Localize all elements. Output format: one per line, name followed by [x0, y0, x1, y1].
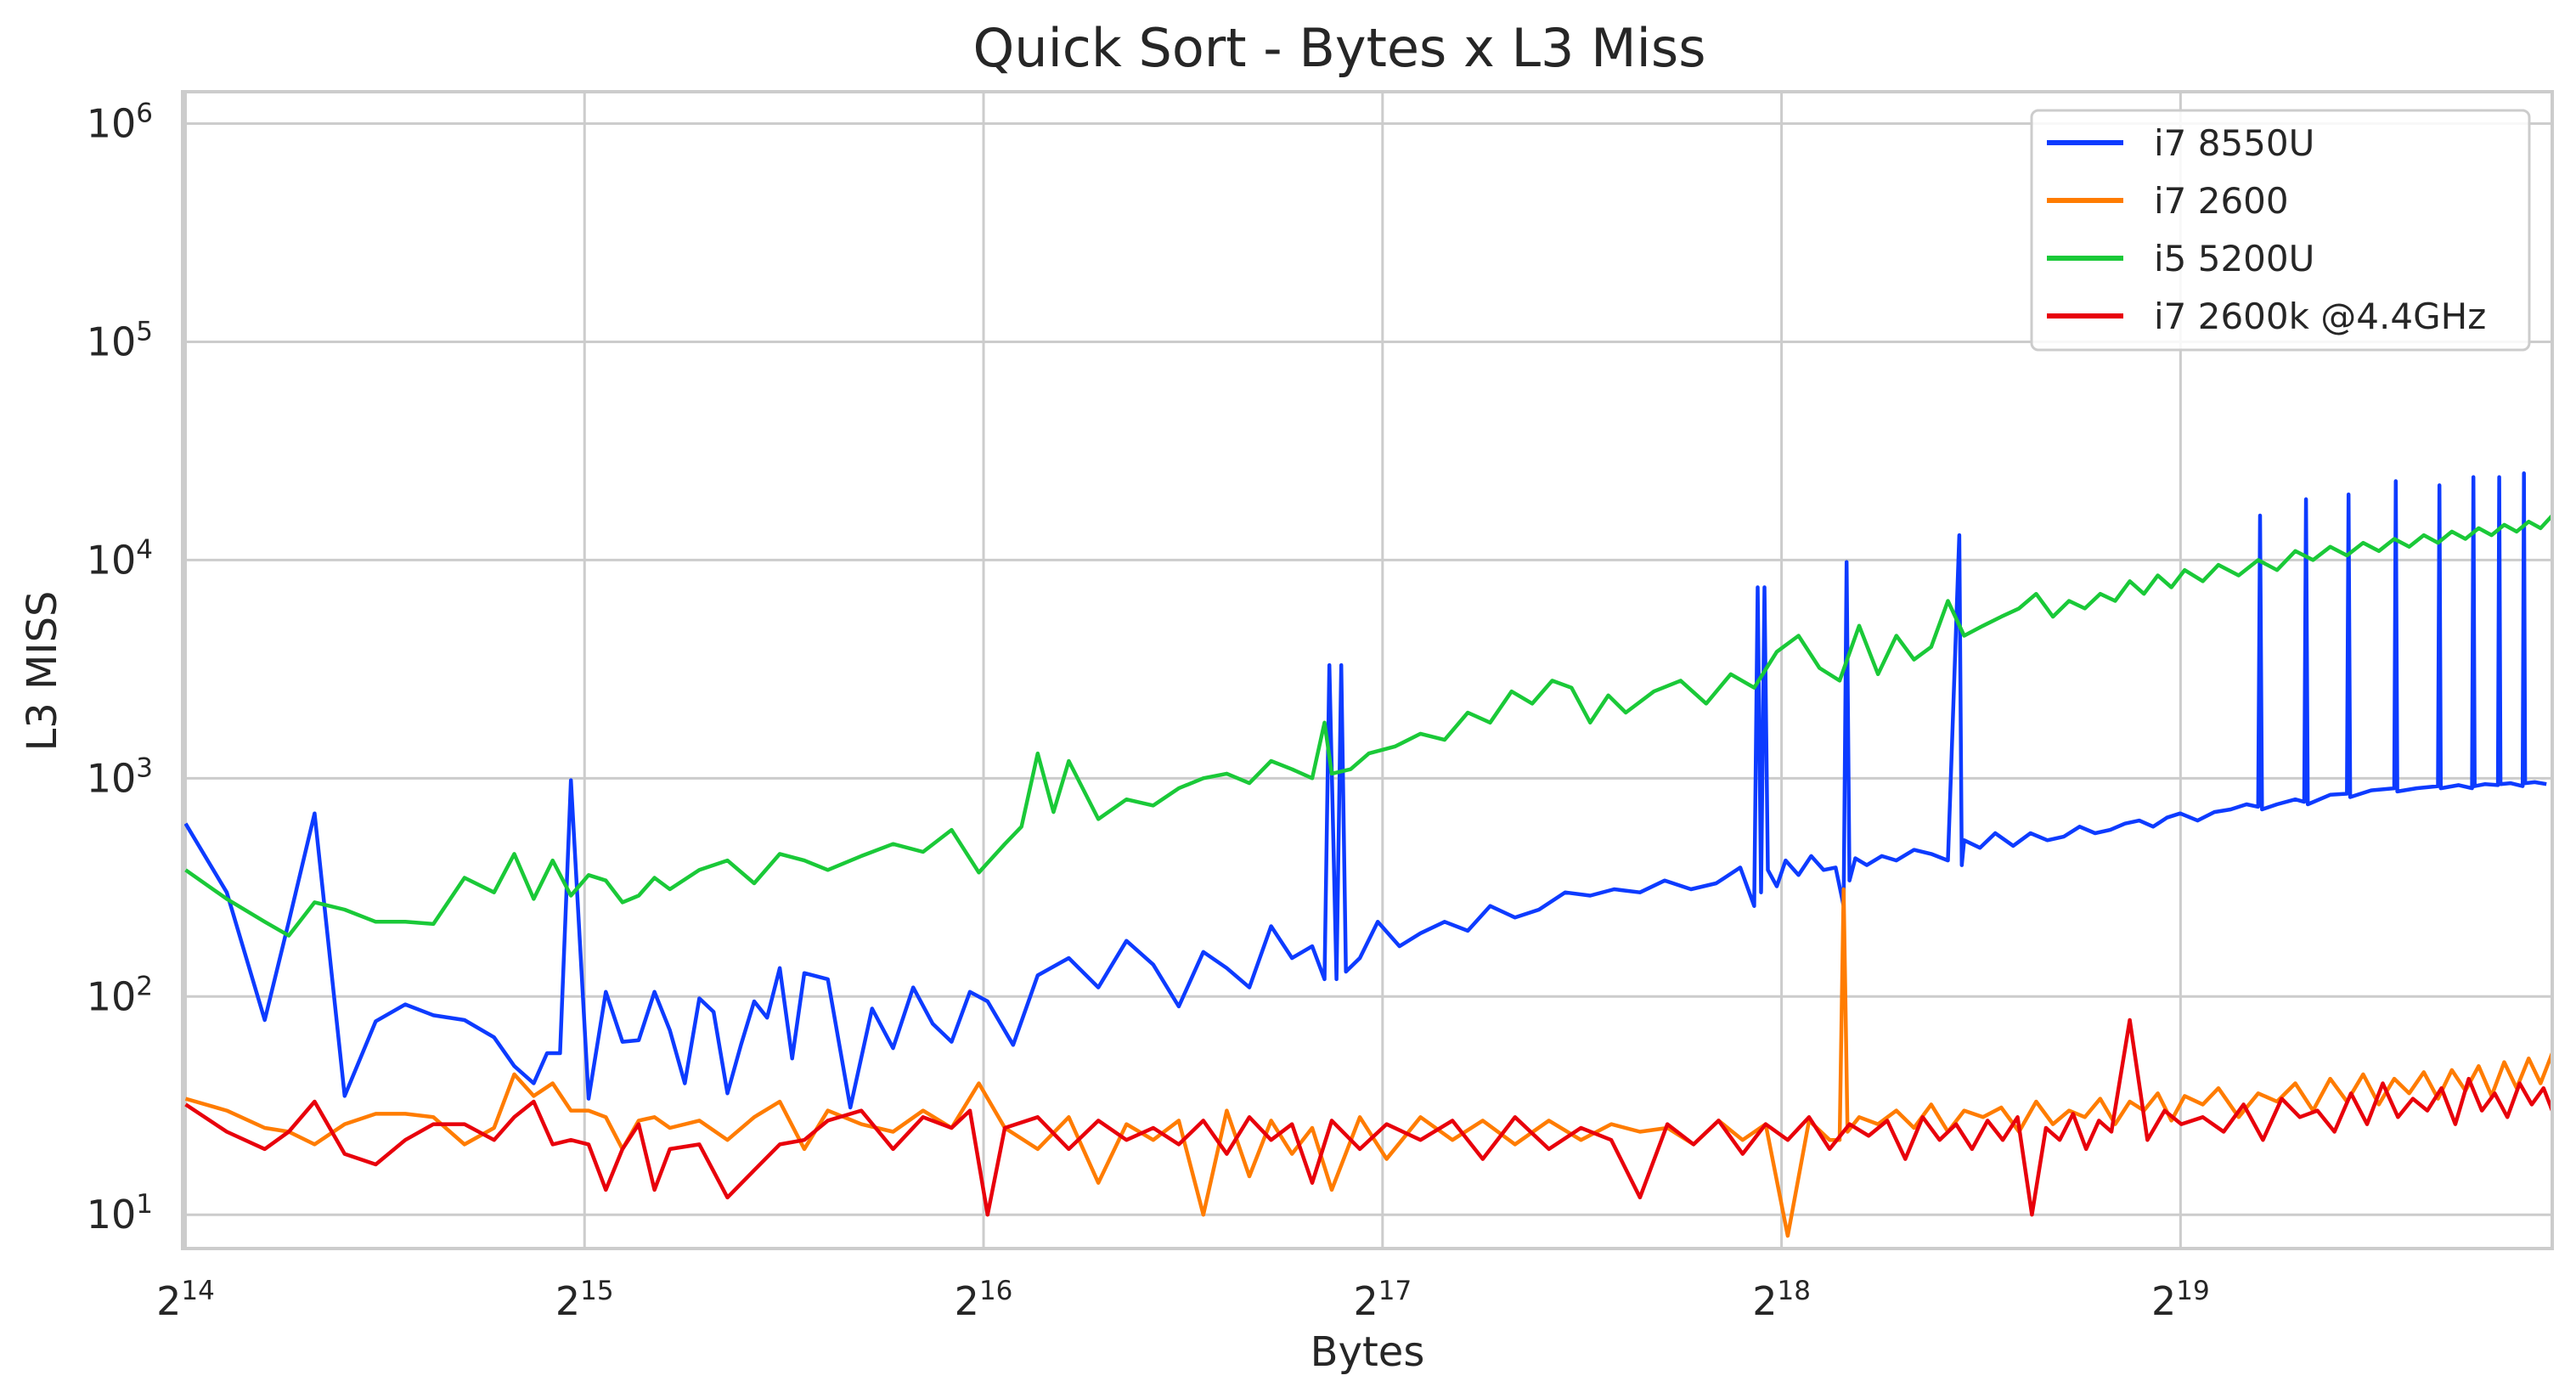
y-tick-base: 10 — [87, 973, 137, 1019]
y-tick-base: 10 — [87, 101, 137, 147]
x-tick-base: 2 — [156, 1278, 181, 1324]
x-tick-base: 2 — [2151, 1278, 2176, 1324]
legend-label: i7 8550U — [2154, 122, 2314, 164]
y-tick-base: 10 — [87, 755, 137, 801]
y-tick-label: 106 — [87, 99, 153, 147]
y-tick-exponent: 4 — [136, 534, 153, 565]
y-tick-label: 104 — [87, 534, 153, 583]
x-tick-exponent: 19 — [2176, 1276, 2209, 1306]
y-tick-exponent: 2 — [136, 971, 153, 1001]
y-axis-label: L3 MISS — [19, 590, 66, 751]
legend-label: i7 2600 — [2154, 180, 2289, 222]
x-tick-exponent: 16 — [979, 1276, 1012, 1306]
y-tick-exponent: 1 — [136, 1189, 153, 1220]
y-tick-base: 10 — [87, 1192, 137, 1237]
series-line-i7-8550u — [183, 471, 2547, 1110]
y-tick-label: 101 — [87, 1189, 153, 1237]
x-tick-base: 2 — [555, 1278, 580, 1324]
y-tick-base: 10 — [87, 537, 137, 583]
x-tick-label: 217 — [1353, 1276, 1412, 1324]
x-tick-base: 2 — [1752, 1278, 1777, 1324]
x-tick-exponent: 17 — [1378, 1276, 1412, 1306]
x-tick-label: 219 — [2151, 1276, 2210, 1324]
legend-label: i7 2600k @4.4GHz — [2154, 296, 2486, 337]
x-tick-base: 2 — [955, 1278, 979, 1324]
legend-label: i5 5200U — [2154, 238, 2314, 279]
y-tick-exponent: 5 — [136, 316, 153, 347]
x-axis-label: Bytes — [1311, 1328, 1425, 1376]
x-tick-label: 216 — [955, 1276, 1013, 1324]
x-tick-exponent: 18 — [1778, 1276, 1811, 1306]
legend: i7 8550U i7 2600 i5 5200U i7 2600k @4.4GHz — [2030, 109, 2531, 352]
y-tick-exponent: 3 — [136, 753, 153, 783]
series-layer — [183, 471, 2555, 1238]
x-axis-ticks: 214 215 216 217 218 219 — [156, 1276, 2210, 1324]
series-line-i7-2600k-4-4ghz — [184, 1017, 2555, 1217]
y-tick-base: 10 — [87, 318, 137, 364]
series-line-i7-2600 — [184, 887, 2555, 1238]
x-tick-label: 218 — [1752, 1276, 1811, 1324]
x-tick-base: 2 — [1353, 1278, 1378, 1324]
y-tick-label: 102 — [87, 971, 153, 1019]
y-tick-label: 105 — [87, 316, 153, 364]
series-line-i5-5200u — [184, 514, 2554, 938]
x-tick-exponent: 14 — [181, 1276, 214, 1306]
x-tick-exponent: 15 — [580, 1276, 613, 1306]
y-tick-exponent: 6 — [136, 99, 153, 129]
x-tick-label: 214 — [156, 1276, 215, 1324]
chart-title: Quick Sort - Bytes x L3 Miss — [972, 17, 1705, 79]
plot-frame — [181, 90, 2554, 1250]
x-tick-label: 215 — [555, 1276, 614, 1324]
y-tick-label: 103 — [87, 753, 153, 801]
legend-box — [2030, 109, 2531, 352]
